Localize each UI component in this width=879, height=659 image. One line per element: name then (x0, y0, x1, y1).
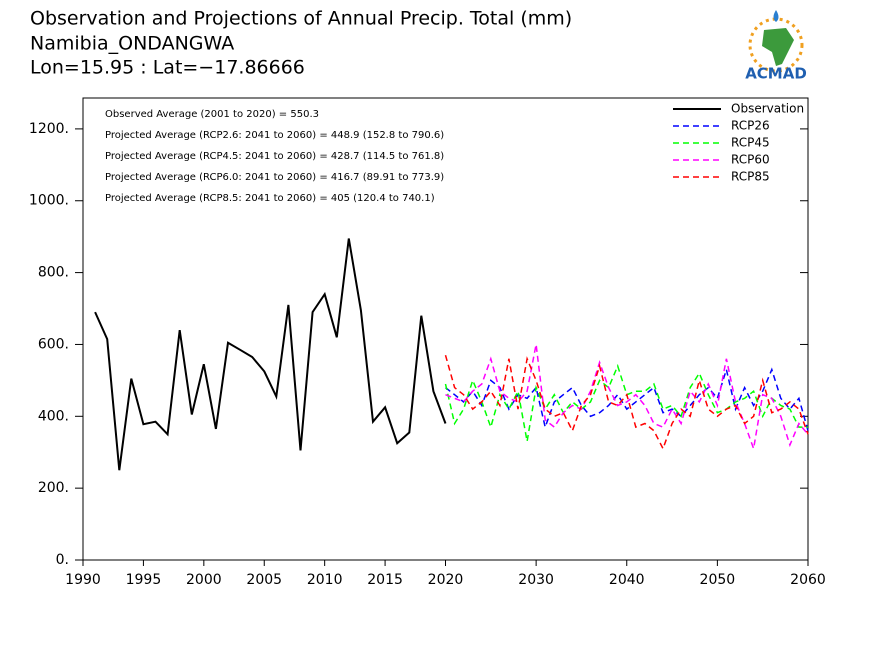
x-tick-label: 2040 (609, 572, 645, 588)
x-tick-label: 1995 (126, 572, 162, 588)
logo-drop (773, 10, 779, 22)
annotation: Projected Average (RCP6.0: 2041 to 2060)… (105, 172, 444, 183)
annotation: Projected Average (RCP2.6: 2041 to 2060)… (105, 130, 444, 141)
legend-label: RCP85 (731, 170, 770, 184)
chart-title: Observation and Projections of Annual Pr… (30, 8, 572, 30)
y-tick-label: 400. (38, 408, 69, 424)
y-tick-label: 0. (56, 552, 69, 568)
x-tick-label: 2030 (518, 572, 554, 588)
series-line (444, 354, 809, 451)
y-tick-label: 1200. (29, 121, 69, 137)
plot-frame (82, 97, 809, 561)
y-tick-label: 200. (38, 480, 69, 496)
x-tick-label: 2000 (186, 572, 222, 588)
logo: ACMAD (745, 10, 807, 83)
series-line (94, 238, 447, 471)
legend-label: Observation (731, 102, 804, 116)
y-tick-label: 1000. (29, 193, 69, 209)
x-tick-label: 2015 (367, 572, 403, 588)
logo-text: ACMAD (745, 65, 807, 83)
legend-label: RCP26 (731, 119, 770, 133)
chart-subtitle: Namibia_ONDANGWA (30, 33, 234, 55)
annotation: Projected Average (RCP8.5: 2041 to 2060)… (105, 193, 435, 204)
x-tick-label: 2050 (700, 572, 736, 588)
x-tick-label: 2010 (307, 572, 343, 588)
legend-label: RCP60 (731, 153, 770, 167)
legend-label: RCP45 (731, 136, 770, 150)
y-tick-label: 600. (38, 336, 69, 352)
annotation: Observed Average (2001 to 2020) = 550.3 (105, 109, 319, 120)
series-line (445, 366, 809, 431)
x-tick-label: 1990 (65, 572, 101, 588)
x-tick-label: 2060 (790, 572, 826, 588)
x-tick-label: 2005 (246, 572, 282, 588)
logo-africa (762, 28, 794, 66)
y-tick-label: 800. (38, 265, 69, 281)
location: Lon=15.95 : Lat=−17.86666 (30, 57, 305, 79)
series-line (445, 344, 809, 452)
x-tick-label: 2020 (428, 572, 464, 588)
annotation: Projected Average (RCP4.5: 2041 to 2060)… (105, 151, 444, 162)
series-line (444, 363, 808, 442)
